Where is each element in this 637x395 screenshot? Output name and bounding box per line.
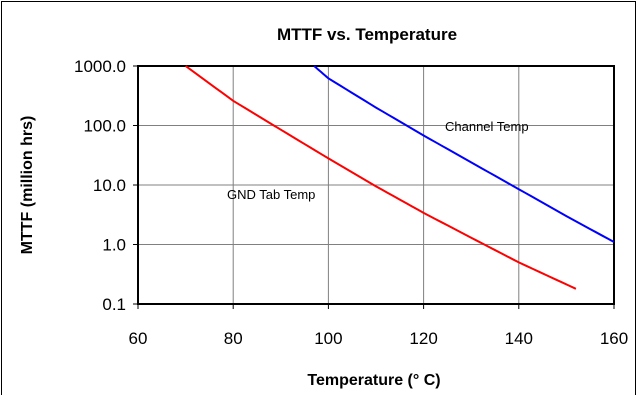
x-tick-label: 100 — [314, 329, 342, 348]
x-tick-label: 120 — [409, 329, 437, 348]
series-layer — [185, 65, 615, 290]
grid-lines — [138, 66, 614, 304]
series-line-channel-temp — [313, 65, 615, 243]
y-tick-label: 1000.0 — [74, 57, 126, 76]
x-tick-label: 140 — [505, 329, 533, 348]
x-tick-label: 60 — [129, 329, 148, 348]
x-tick-label: 80 — [224, 329, 243, 348]
y-tick-label: 1.0 — [102, 236, 126, 255]
chart-title: MTTF vs. Temperature — [277, 25, 457, 44]
series-line-gnd-tab-temp — [185, 65, 577, 290]
y-tick-label: 100.0 — [83, 117, 126, 136]
x-axis-title: Temperature (° C) — [307, 372, 440, 389]
y-axis-title: MTTF (million hrs) — [19, 116, 36, 255]
y-tick-label: 10.0 — [93, 176, 126, 195]
annotation-gnd-tab-temp: GND Tab Temp — [227, 187, 315, 202]
axis-ticks: 60 80 100 120 140 160 0.1 1.0 10.0 100.0 1000.0 — [74, 57, 628, 348]
y-tick-label: 0.1 — [102, 295, 126, 314]
annotation-channel-temp: Channel Temp — [445, 119, 529, 134]
x-tick-label: 160 — [600, 329, 628, 348]
